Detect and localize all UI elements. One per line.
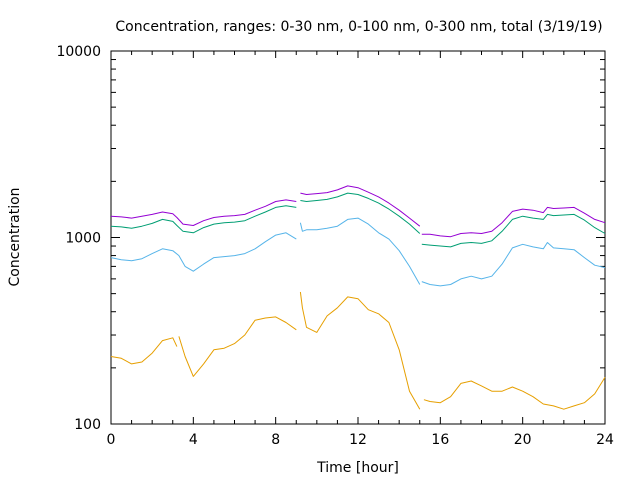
plot-frame — [110, 50, 606, 425]
x-tick-label: 24 — [596, 432, 614, 448]
series-line-3 — [421, 242, 606, 287]
y-tick-label: 10000 — [56, 44, 101, 60]
series-line-2 — [300, 192, 421, 234]
y-tick-label: 1000 — [65, 231, 101, 247]
x-tick-label: 8 — [271, 432, 280, 448]
x-tick-label: 20 — [514, 432, 532, 448]
y-axis-label: Concentration — [7, 187, 23, 286]
chart-title: Concentration, ranges: 0-30 nm, 0-100 nm… — [115, 19, 602, 35]
x-tick-label: 0 — [107, 432, 116, 448]
x-tick-label: 4 — [189, 432, 198, 448]
series-line-1 — [300, 185, 421, 227]
series-line-4 — [299, 291, 421, 410]
series-line-2 — [110, 205, 297, 234]
series-line-1 — [421, 206, 606, 238]
series-line-3 — [110, 232, 297, 272]
series-line-4 — [423, 377, 606, 410]
y-tick-label: 100 — [74, 417, 101, 433]
plot-area: 0 4 8 12 16 20 24 100 1000 10000 — [56, 44, 614, 448]
series-line-4 — [110, 337, 178, 365]
series-line-2 — [421, 213, 606, 248]
x-axis-label: Time [hour] — [316, 460, 399, 476]
series-line-4 — [178, 316, 297, 377]
series-line-1 — [110, 199, 297, 226]
x-tick-label: 12 — [349, 432, 367, 448]
series-line-3 — [299, 217, 421, 285]
x-tick-label: 16 — [431, 432, 449, 448]
